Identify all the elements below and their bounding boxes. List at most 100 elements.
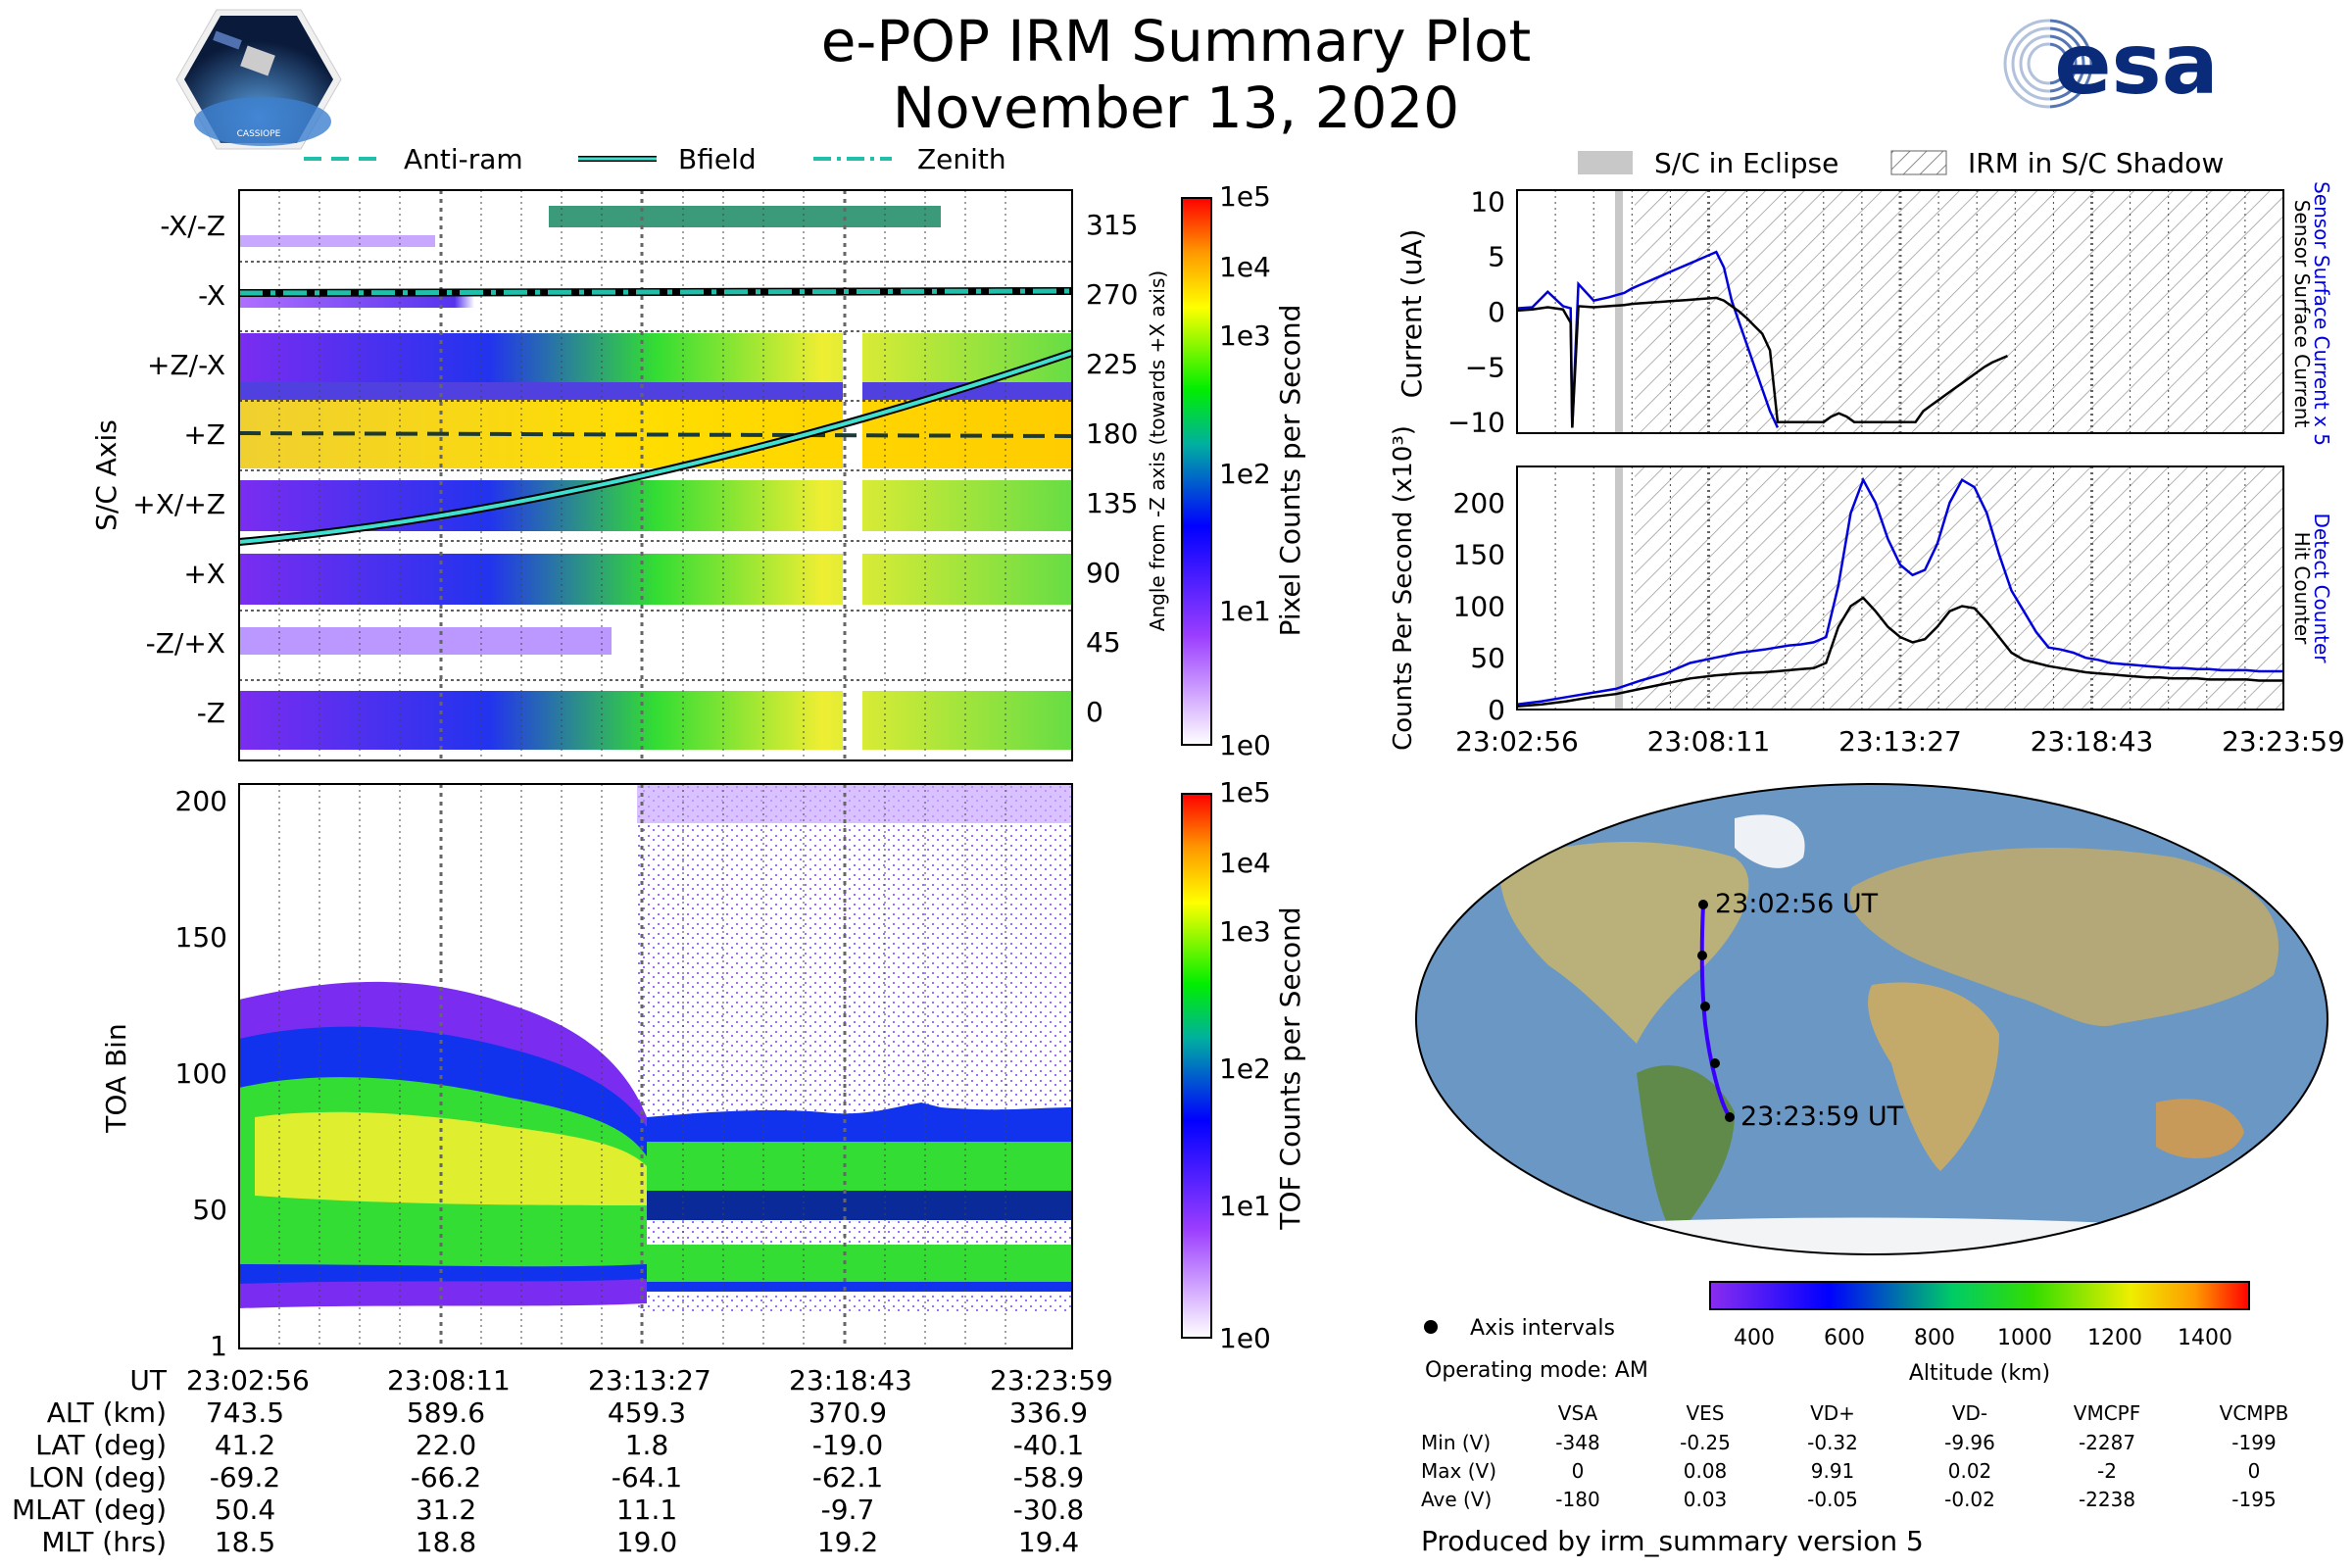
counts-xtick: 23:02:56 [1455, 725, 1579, 755]
axis-label: +Z [183, 418, 225, 451]
colorbar-tick: 1e0 [1219, 729, 1271, 761]
voltage-row-label: Max (V) [1421, 1459, 1496, 1483]
page-title: e-POP IRM Summary Plot [820, 8, 1532, 74]
eurasia-shape [1849, 848, 2279, 1027]
voltage-value: -2287 [2078, 1431, 2136, 1454]
colorbar-tick: 1e4 [1219, 251, 1271, 283]
ephemeris-value: 589.6 [406, 1396, 486, 1429]
axis-label: -X/-Z [160, 210, 225, 242]
toa-blob-yellow [255, 1111, 647, 1205]
axis-label: +X [183, 558, 225, 590]
ephemeris-value: 19.2 [816, 1526, 879, 1558]
altitude-tick: 800 [1914, 1326, 1955, 1350]
satellite-track [1699, 904, 1732, 1119]
counts-ytick: 100 [1453, 590, 1505, 622]
antiram-legend-label: Anti-ram [404, 143, 523, 175]
voltage-header: VES [1686, 1401, 1725, 1425]
current-right-label-blue: Sensor Surface Current x 5 [2310, 181, 2333, 446]
current-plot-frame [1516, 189, 2284, 434]
counts-ytick: 150 [1453, 539, 1505, 571]
ephemeris-label: ALT (km) [46, 1396, 167, 1429]
axis-label: +Z/-X [147, 349, 225, 381]
cassiope-logo: CASSIOPE [175, 9, 342, 150]
voltage-row-label: Ave (V) [1421, 1488, 1493, 1511]
voltage-value: -0.32 [1807, 1431, 1858, 1454]
angle-tick: 315 [1086, 209, 1138, 241]
pixel-colorbar [1181, 197, 1212, 746]
voltage-value: -348 [1555, 1431, 1600, 1454]
axis-ylabel: S/C Axis [90, 419, 122, 531]
axis-label: -Z [197, 697, 225, 729]
voltage-value: -0.25 [1680, 1431, 1731, 1454]
ephemeris-value: 41.2 [214, 1429, 276, 1461]
colorbar-tick: 1e5 [1219, 180, 1271, 213]
voltage-value: 0.02 [1947, 1459, 1992, 1483]
band-zx [239, 333, 1072, 382]
axis-label: +X/+Z [132, 488, 225, 520]
ephemeris-value: -64.1 [611, 1461, 683, 1494]
noise-region [637, 784, 1072, 1313]
counts-ytick: 0 [1488, 694, 1505, 726]
colorbar-tick: 1e2 [1219, 458, 1271, 490]
altitude-tick: 1000 [1997, 1326, 2052, 1350]
voltage-value: 0 [2247, 1459, 2261, 1483]
current-right-label-black: Sensor Surface Current [2290, 200, 2314, 428]
bfield-line [238, 351, 1073, 544]
voltage-header: VCMPB [2219, 1401, 2289, 1425]
tof-colorbar [1181, 793, 1212, 1339]
toa-ytick: 200 [175, 785, 227, 817]
voltage-value: -2 [2097, 1459, 2117, 1483]
world-map: 23:02:56 UT 23:23:59 UT [1415, 783, 2328, 1255]
voltage-value: 9.91 [1810, 1459, 1855, 1483]
ephemeris-value: -40.1 [1012, 1429, 1085, 1461]
voltage-row-label: Min (V) [1421, 1431, 1492, 1454]
toa-ytick: 100 [175, 1057, 227, 1090]
current-ytick: 10 [1470, 185, 1505, 218]
track-point [1700, 1002, 1710, 1011]
counts-ytick: 50 [1470, 642, 1505, 674]
track-points [1697, 900, 1735, 1122]
angle-tick: 0 [1086, 696, 1103, 728]
altitude-tick: 1400 [2178, 1326, 2232, 1350]
toa-plot-frame [238, 783, 1073, 1349]
voltage-value: -180 [1555, 1488, 1600, 1511]
voltage-value: 0 [1571, 1459, 1585, 1483]
colorbar-tick: 1e3 [1219, 319, 1271, 352]
axis-intervals-label: Axis intervals [1470, 1316, 1615, 1341]
voltage-header: VMCPF [2073, 1401, 2141, 1425]
ephemeris-value: 336.9 [1008, 1396, 1089, 1429]
angle-tick: 90 [1086, 557, 1121, 589]
esa-logo: esa [1989, 15, 2219, 113]
ephemeris-row: MLAT (deg) 50.4 31.2 11.1 -9.7 -30.8 [0, 1494, 1156, 1527]
current-ytick: −5 [1465, 351, 1505, 383]
toa-spectrogram-panel: 200 150 100 50 1 TOA Bin 1e5 1e4 1e3 1e2… [100, 776, 1306, 1362]
north-america-shape [1499, 841, 1749, 1044]
track-point [1698, 900, 1708, 909]
altitude-tick: 400 [1734, 1326, 1775, 1350]
ephemeris-label: LAT (deg) [35, 1429, 167, 1461]
band-x [239, 294, 631, 308]
ephemeris-value: -58.9 [1012, 1461, 1085, 1494]
top-right-legend: S/C in Eclipse IRM in S/C Shadow [1578, 147, 2224, 179]
counts-xtick: 23:08:11 [1647, 725, 1771, 755]
ephemeris-value: 459.3 [607, 1396, 687, 1429]
voltage-value: -9.96 [1944, 1431, 1995, 1454]
ephemeris-row: MLT (hrs) 18.5 18.8 19.0 19.2 19.4 [0, 1526, 1156, 1559]
ephemeris-value: -30.8 [1012, 1494, 1085, 1526]
angle-tick: 225 [1086, 348, 1138, 380]
counts-ylabel: Counts Per Second (x10³) [1389, 425, 1418, 751]
track-end-label: 23:23:59 UT [1740, 1102, 1904, 1132]
africa-shape [1868, 982, 1999, 1171]
shadow-legend-label: IRM in S/C Shadow [1968, 147, 2224, 179]
ephemeris-value: -66.2 [410, 1461, 482, 1494]
counts-xtick: 23:13:27 [1838, 725, 1962, 755]
band-zneg [239, 691, 1072, 750]
ephemeris-table: UT 23:02:56 23:08:11 23:13:27 23:18:43 23:23:… [0, 1364, 1156, 1568]
australia-shape [2156, 1099, 2244, 1158]
voltage-value: -199 [2231, 1431, 2277, 1454]
axis-label: -Z/+X [146, 627, 225, 660]
voltage-header: VD+ [1810, 1401, 1855, 1425]
ephemeris-value: 23:23:59 [990, 1364, 1113, 1396]
south-america-shape [1637, 1065, 1735, 1240]
toa-ytick: 50 [192, 1194, 227, 1226]
